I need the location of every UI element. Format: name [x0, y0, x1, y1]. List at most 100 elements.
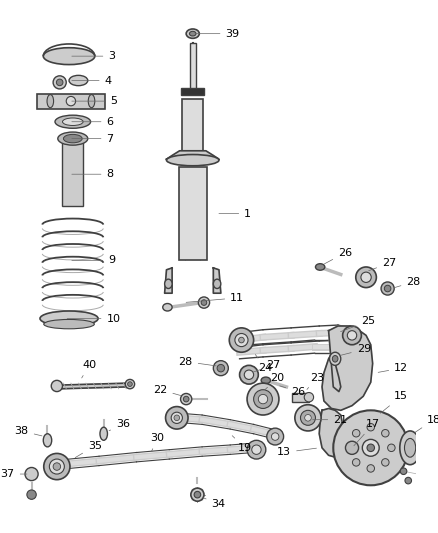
Ellipse shape: [346, 441, 359, 454]
Text: 26: 26: [325, 248, 352, 264]
Text: 28: 28: [394, 277, 420, 288]
Ellipse shape: [304, 392, 314, 402]
Ellipse shape: [300, 410, 315, 425]
Ellipse shape: [171, 412, 182, 423]
Bar: [179, 167, 207, 261]
Polygon shape: [166, 151, 219, 159]
Text: 21: 21: [313, 415, 347, 425]
Bar: [63, 142, 83, 206]
Ellipse shape: [64, 134, 82, 143]
Ellipse shape: [381, 458, 389, 466]
Ellipse shape: [27, 490, 36, 499]
Ellipse shape: [44, 319, 94, 329]
Ellipse shape: [127, 382, 132, 386]
Text: 22: 22: [153, 385, 181, 395]
Ellipse shape: [388, 444, 395, 451]
Text: 9: 9: [72, 255, 116, 265]
Text: 12: 12: [378, 363, 408, 373]
Ellipse shape: [240, 365, 258, 384]
Ellipse shape: [235, 334, 248, 346]
Ellipse shape: [43, 434, 52, 447]
Ellipse shape: [88, 94, 95, 108]
Ellipse shape: [258, 394, 268, 404]
Text: 39: 39: [195, 29, 240, 39]
Polygon shape: [213, 268, 221, 293]
Ellipse shape: [163, 303, 172, 311]
Ellipse shape: [400, 431, 420, 465]
Ellipse shape: [362, 439, 379, 456]
Ellipse shape: [166, 407, 188, 429]
Polygon shape: [165, 268, 172, 293]
Text: 27: 27: [369, 258, 396, 271]
Ellipse shape: [125, 379, 134, 389]
Ellipse shape: [252, 445, 261, 454]
Bar: [190, 43, 195, 90]
Bar: [181, 88, 204, 95]
Ellipse shape: [180, 393, 192, 405]
Ellipse shape: [194, 491, 201, 498]
Ellipse shape: [305, 415, 311, 421]
Text: 30: 30: [151, 433, 165, 451]
Ellipse shape: [40, 311, 98, 326]
Ellipse shape: [239, 337, 244, 343]
Text: 5: 5: [72, 96, 117, 106]
Text: 10: 10: [67, 313, 120, 324]
Ellipse shape: [66, 96, 76, 106]
Ellipse shape: [329, 352, 341, 365]
Ellipse shape: [55, 115, 91, 128]
Ellipse shape: [191, 488, 204, 501]
Ellipse shape: [244, 370, 254, 379]
Ellipse shape: [381, 430, 389, 437]
Text: 20: 20: [265, 373, 285, 390]
Text: 16: 16: [0, 532, 1, 533]
Ellipse shape: [367, 423, 374, 431]
Bar: [292, 392, 309, 402]
Ellipse shape: [184, 396, 189, 402]
Ellipse shape: [295, 405, 321, 431]
Ellipse shape: [272, 433, 279, 440]
Ellipse shape: [53, 463, 60, 470]
Text: 11: 11: [186, 293, 244, 303]
Ellipse shape: [174, 415, 180, 421]
Ellipse shape: [201, 300, 207, 305]
Polygon shape: [322, 326, 373, 410]
Ellipse shape: [247, 440, 266, 459]
Ellipse shape: [404, 439, 416, 457]
Ellipse shape: [213, 361, 228, 376]
Ellipse shape: [44, 454, 70, 480]
Text: 3: 3: [72, 51, 115, 61]
Ellipse shape: [49, 459, 64, 474]
Ellipse shape: [353, 430, 360, 437]
Ellipse shape: [400, 468, 407, 474]
Ellipse shape: [63, 118, 83, 125]
Bar: [182, 99, 203, 156]
Ellipse shape: [361, 272, 371, 282]
Ellipse shape: [346, 444, 354, 451]
Ellipse shape: [343, 326, 361, 345]
Ellipse shape: [53, 76, 66, 89]
Bar: [37, 94, 105, 109]
Text: 25: 25: [341, 316, 375, 332]
Ellipse shape: [381, 282, 394, 295]
Text: 36: 36: [109, 419, 130, 431]
Ellipse shape: [367, 465, 374, 472]
Text: 4: 4: [72, 76, 112, 85]
Ellipse shape: [57, 79, 63, 86]
Text: 37: 37: [0, 469, 27, 479]
Ellipse shape: [25, 467, 38, 481]
Text: 29: 29: [341, 344, 371, 356]
Ellipse shape: [347, 330, 357, 340]
Ellipse shape: [47, 94, 53, 108]
Ellipse shape: [198, 297, 210, 308]
Text: 38: 38: [14, 426, 42, 436]
Text: 35: 35: [75, 441, 102, 458]
Ellipse shape: [254, 390, 272, 408]
Ellipse shape: [100, 427, 107, 440]
Ellipse shape: [51, 381, 63, 392]
Text: 40: 40: [82, 360, 96, 378]
Text: 23: 23: [307, 373, 324, 390]
Text: 24: 24: [255, 354, 272, 373]
Ellipse shape: [267, 428, 284, 445]
Text: 17: 17: [354, 419, 380, 446]
Ellipse shape: [405, 478, 412, 484]
